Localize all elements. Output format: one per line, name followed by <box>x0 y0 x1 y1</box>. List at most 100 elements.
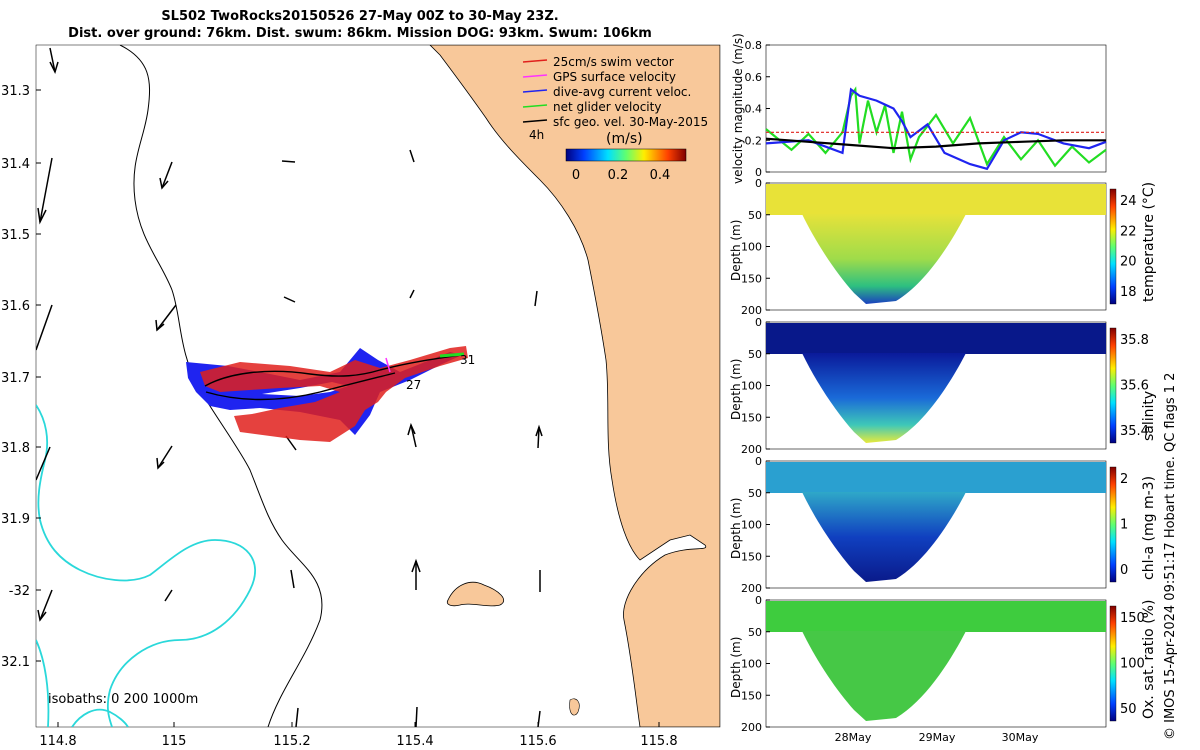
temperature-colorbar <box>1109 188 1117 305</box>
velocity-magnitude-plot[interactable]: 0 0.2 0.4 0.6 0.8 velocity magnitude (m/s) <box>731 33 1107 184</box>
salinity-colorbar-tick: 35.8 <box>1120 333 1149 348</box>
velocity-series-1 <box>765 87 1107 171</box>
depth-tick: 150 <box>741 689 762 702</box>
map-x-tick: 115 <box>162 734 187 749</box>
colorbar-tick: 0 <box>572 168 580 183</box>
depth-tick: 150 <box>741 411 762 424</box>
island-small <box>569 698 580 716</box>
legend-swatch-2 <box>522 89 548 93</box>
velocity-y-tick: 0.8 <box>745 39 763 52</box>
isobath-1000m-lower <box>36 639 50 727</box>
depth-tick: 100 <box>741 241 762 254</box>
depth-tick: 50 <box>748 626 762 639</box>
island <box>446 581 505 607</box>
chla-colorbar <box>1109 466 1117 583</box>
date-tick: 30May <box>1002 731 1039 744</box>
oxygen-colorbar-tick: 150 <box>1120 611 1145 626</box>
depth-tick: 200 <box>741 721 762 734</box>
depth-tick: 150 <box>741 272 762 285</box>
colorbar-ticks: 0 0.2 0.4 <box>572 168 670 183</box>
land-mass <box>429 45 720 727</box>
map-y-tick: 31.5 <box>1 228 30 243</box>
chla-section[interactable]: 0 50 100 150 200 Depth (m) 2 1 0 chl-a (mg m-3) <box>729 455 1157 595</box>
depth-tick: 50 <box>748 487 762 500</box>
net-glider-velocity <box>439 352 465 358</box>
map-x-tick: 114.8 <box>39 734 76 749</box>
depth-tick: 150 <box>741 550 762 563</box>
oxygen-surface-band <box>766 601 1106 632</box>
copyright-note: © IMOS 15-Apr-2024 09:51:17 Hobart time.… <box>1163 372 1178 740</box>
colorbar-tick: 0.2 <box>608 168 629 183</box>
temperature-surface-band <box>766 184 1106 215</box>
map-y-tick: 31.3 <box>1 84 30 99</box>
colorbar-tick: 0.4 <box>650 168 671 183</box>
map-y-tick: 32.1 <box>1 655 30 670</box>
date-tick: 29May <box>919 731 956 744</box>
chla-colorbar-tick: 0 <box>1120 563 1128 578</box>
velocity-y-tick: 0.2 <box>745 134 763 147</box>
legend-label-0: 25cm/s swim vector <box>553 55 674 69</box>
legend-label-4: sfc geo. vel. 30-May-2015 <box>553 115 708 129</box>
velocity-y-ticks: 0 0.2 0.4 0.6 0.8 <box>745 39 770 179</box>
map-y-tick: 31.9 <box>1 512 30 527</box>
map-y-tick: 31.4 <box>1 157 30 172</box>
chla-colorbar-label: chl-a (mg m-3) <box>1141 476 1157 580</box>
velocity-colorbar <box>565 148 687 162</box>
velocity-y-tick: 0.4 <box>745 103 763 116</box>
salinity-section[interactable]: 0 50 100 150 200 Depth (m) 35.8 35.6 35.4salinit… <box>729 316 1157 456</box>
depth-label: Depth (m) <box>729 498 743 559</box>
map-x-ticks: 114.8 115 115.2 115.4 115.6 115.8 <box>39 722 678 749</box>
legend-swatch-0 <box>522 59 548 63</box>
depth-tick: 50 <box>748 209 762 222</box>
depth-tick: 200 <box>741 304 762 317</box>
temperature-section[interactable]: 0 50 100 150 200 Depth (m) 24 22 20 18 temperature… <box>729 177 1157 317</box>
depth-label: Depth (m) <box>729 637 743 698</box>
velocity-ylabel: velocity magnitude (m/s) <box>731 33 745 184</box>
map-x-tick: 115.2 <box>273 734 310 749</box>
oxygen-colorbar <box>1109 605 1117 722</box>
salinity-colorbar-tick: 35.6 <box>1120 379 1149 394</box>
map-x-tick: 115.6 <box>519 734 556 749</box>
temperature-colorbar-tick: 24 <box>1120 194 1137 209</box>
depth-tick: 0 <box>755 316 762 329</box>
map-y-tick: 31.6 <box>1 299 30 314</box>
glider-track <box>204 354 463 401</box>
temperature-colorbar-label: temperature (°C) <box>1141 182 1157 302</box>
salinity-colorbar-label: salinity <box>1141 391 1157 441</box>
map-y-ticks: 31.3 31.4 31.5 31.6 31.7 31.8 31.9 -32 32.1 <box>1 84 41 670</box>
chart-title-line2: Dist. over ground: 76km. Dist. swum: 86k… <box>68 26 652 41</box>
salinity-profile-fill <box>802 353 966 443</box>
legend-swatch-3 <box>522 104 548 108</box>
depth-label: Depth (m) <box>729 359 743 420</box>
chla-surface-band <box>766 462 1106 493</box>
gps-surface-velocity <box>385 357 391 373</box>
legend-swatch-1 <box>522 74 548 78</box>
temperature-colorbar-tick: 18 <box>1120 285 1137 300</box>
temperature-colorbar-tick: 20 <box>1120 255 1137 270</box>
isobaths-label: isobaths: 0 200 1000m <box>48 692 198 707</box>
swim-vector-area <box>200 346 468 442</box>
depth-tick: 100 <box>741 519 762 532</box>
legend-swatch-4 <box>522 119 548 123</box>
end-label: 31 <box>460 353 475 367</box>
legend-label-2: dive-avg current veloc. <box>553 85 691 99</box>
depth-label: Depth (m) <box>729 220 743 281</box>
chla-profile-fill <box>802 492 966 582</box>
start-label: 27 <box>406 378 421 392</box>
map-x-tick: 115.4 <box>396 734 433 749</box>
legend-label-1: GPS surface velocity <box>553 70 676 84</box>
velocity-series <box>765 86 1107 171</box>
map-x-tick: 115.8 <box>640 734 677 749</box>
depth-tick: 0 <box>755 455 762 468</box>
velocity-y-tick: 0 <box>755 166 762 179</box>
oxygen-colorbar-label: Ox. sat. ratio (%) <box>1141 600 1157 719</box>
temperature-colorbar-tick: 22 <box>1120 224 1137 239</box>
date-tick: 28May <box>835 731 872 744</box>
map-y-tick: 31.8 <box>1 441 30 456</box>
date-ticks: 28May 29May 30May <box>835 731 1039 744</box>
chla-colorbar-tick: 1 <box>1120 518 1128 533</box>
